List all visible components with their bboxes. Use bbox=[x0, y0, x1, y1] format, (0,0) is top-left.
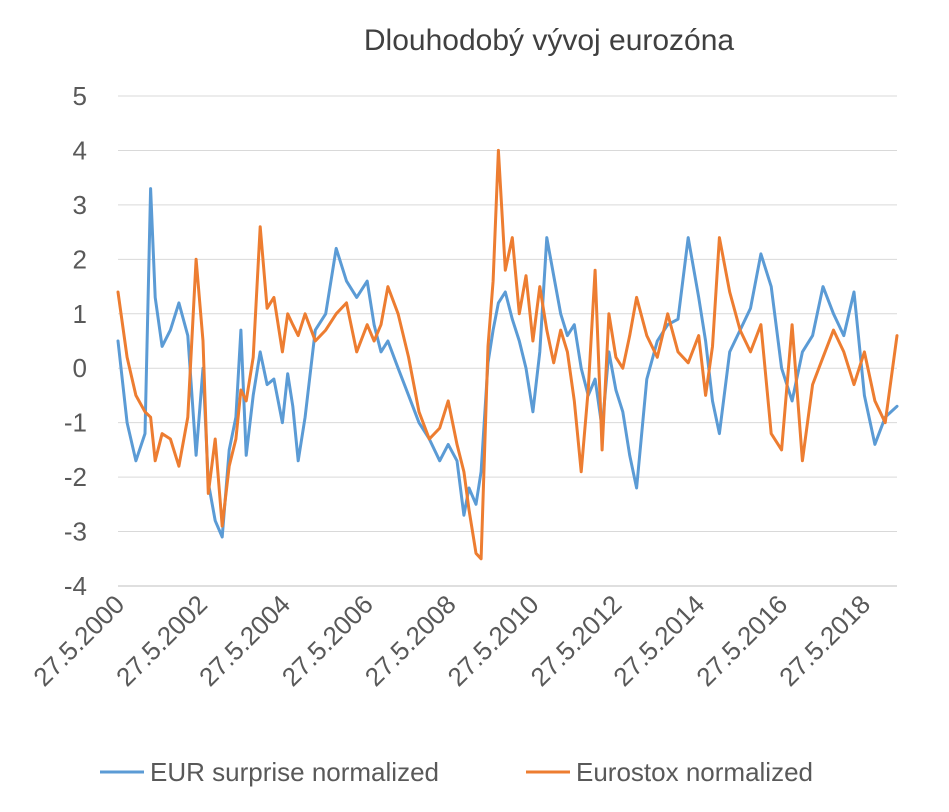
legend-label: Eurostox normalized bbox=[576, 757, 813, 787]
y-tick-label: 0 bbox=[73, 353, 87, 383]
chart-title: Dlouhodobý vývoj eurozóna bbox=[364, 24, 735, 57]
y-tick-label: 5 bbox=[73, 81, 87, 111]
gridlines bbox=[118, 95, 897, 587]
y-tick-label: -2 bbox=[64, 462, 87, 492]
legend: EUR surprise normalized Eurostox normaliz… bbox=[100, 757, 813, 787]
y-tick-label: 2 bbox=[73, 244, 87, 274]
y-tick-label: 3 bbox=[73, 190, 87, 220]
series-lines bbox=[116, 148, 899, 561]
legend-label: EUR surprise normalized bbox=[150, 757, 439, 787]
x-axis-ticks: 27.5.200027.5.200227.5.200427.5.200627.5… bbox=[27, 589, 876, 692]
y-tick-label: 1 bbox=[73, 299, 87, 329]
y-tick-label: -4 bbox=[64, 571, 87, 601]
series-line-eurostox bbox=[116, 148, 899, 561]
series-line-eur-surprise bbox=[116, 187, 899, 539]
y-axis-ticks: 5 4 3 2 1 0 -1 -2 -3 -4 bbox=[64, 81, 87, 601]
y-tick-label: 4 bbox=[73, 135, 87, 165]
x-tick-label: 27.5.2018 bbox=[773, 589, 876, 692]
y-tick-label: -1 bbox=[64, 408, 87, 438]
y-tick-label: -3 bbox=[64, 517, 87, 547]
